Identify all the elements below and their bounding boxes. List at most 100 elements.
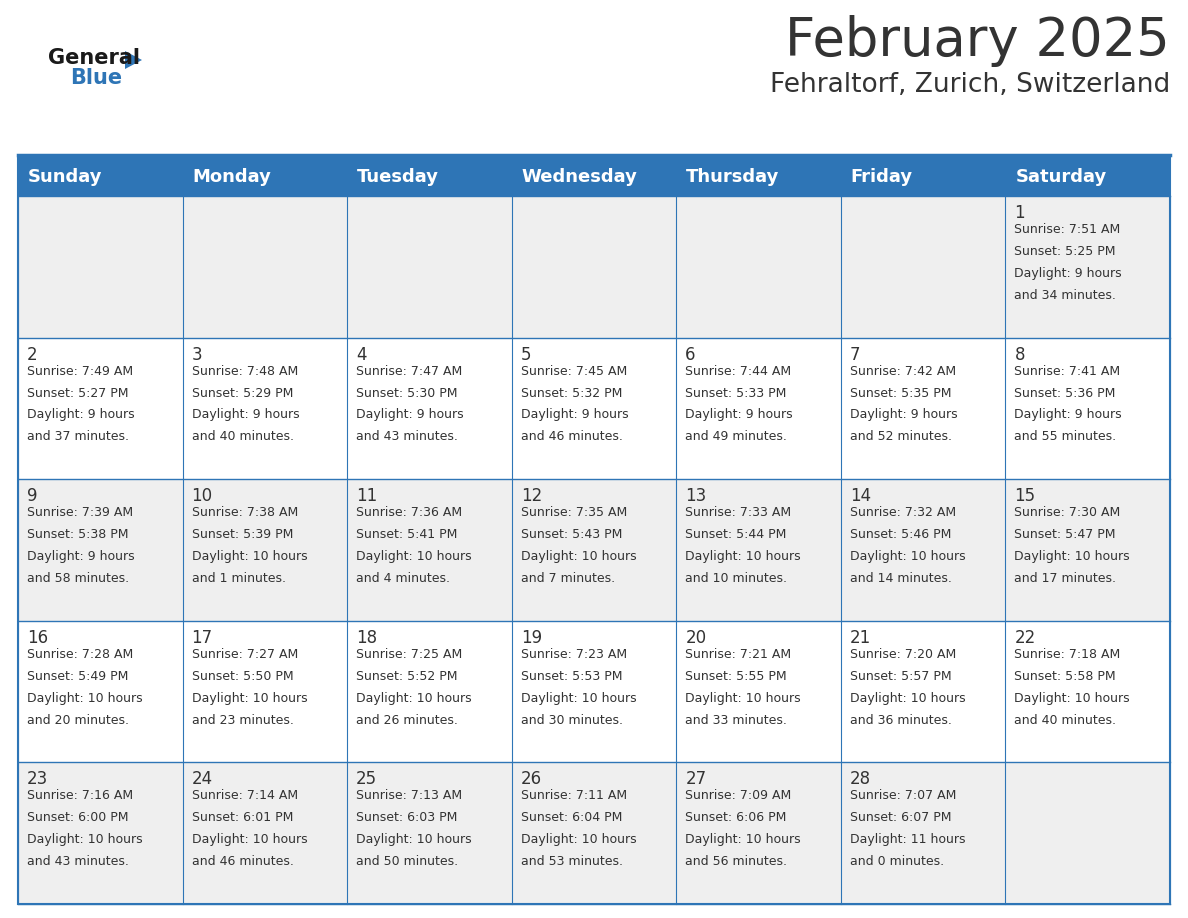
Text: and 50 minutes.: and 50 minutes. — [356, 856, 459, 868]
Text: Sunrise: 7:39 AM: Sunrise: 7:39 AM — [27, 506, 133, 520]
Text: Sunrise: 7:07 AM: Sunrise: 7:07 AM — [849, 789, 956, 802]
Bar — [841, 196, 1005, 338]
Bar — [183, 196, 347, 338]
Text: Sunset: 5:30 PM: Sunset: 5:30 PM — [356, 386, 457, 399]
Bar — [841, 763, 1005, 904]
Text: Sunset: 5:57 PM: Sunset: 5:57 PM — [849, 670, 952, 683]
Text: 10: 10 — [191, 487, 213, 505]
Text: Daylight: 10 hours: Daylight: 10 hours — [520, 550, 637, 563]
Text: and 43 minutes.: and 43 minutes. — [356, 431, 459, 443]
Text: Sunrise: 7:48 AM: Sunrise: 7:48 AM — [191, 364, 298, 377]
Bar — [841, 338, 1005, 479]
Bar — [1005, 196, 1170, 338]
Text: 12: 12 — [520, 487, 542, 505]
Text: Daylight: 10 hours: Daylight: 10 hours — [191, 691, 308, 705]
Bar — [347, 158, 512, 196]
Bar — [347, 479, 512, 621]
Text: Sunset: 5:53 PM: Sunset: 5:53 PM — [520, 670, 623, 683]
Text: and 43 minutes.: and 43 minutes. — [27, 856, 128, 868]
Text: and 40 minutes.: and 40 minutes. — [191, 431, 293, 443]
Text: and 10 minutes.: and 10 minutes. — [685, 572, 788, 585]
Text: Daylight: 10 hours: Daylight: 10 hours — [191, 550, 308, 563]
Text: Sunset: 6:03 PM: Sunset: 6:03 PM — [356, 812, 457, 824]
Text: Sunrise: 7:33 AM: Sunrise: 7:33 AM — [685, 506, 791, 520]
Bar — [512, 158, 676, 196]
Text: and 49 minutes.: and 49 minutes. — [685, 431, 788, 443]
Text: 14: 14 — [849, 487, 871, 505]
Text: 8: 8 — [1015, 345, 1025, 364]
Text: 16: 16 — [27, 629, 49, 647]
Text: Sunrise: 7:25 AM: Sunrise: 7:25 AM — [356, 648, 462, 661]
Text: Sunset: 5:33 PM: Sunset: 5:33 PM — [685, 386, 786, 399]
Text: and 55 minutes.: and 55 minutes. — [1015, 431, 1117, 443]
Text: Daylight: 10 hours: Daylight: 10 hours — [356, 691, 472, 705]
Bar — [512, 196, 676, 338]
Text: Daylight: 11 hours: Daylight: 11 hours — [849, 834, 966, 846]
Bar — [676, 479, 841, 621]
Text: Sunrise: 7:45 AM: Sunrise: 7:45 AM — [520, 364, 627, 377]
Text: Daylight: 10 hours: Daylight: 10 hours — [685, 550, 801, 563]
Text: Daylight: 10 hours: Daylight: 10 hours — [849, 550, 966, 563]
Text: Daylight: 10 hours: Daylight: 10 hours — [685, 691, 801, 705]
Text: Sunrise: 7:27 AM: Sunrise: 7:27 AM — [191, 648, 298, 661]
Text: Sunset: 6:04 PM: Sunset: 6:04 PM — [520, 812, 623, 824]
Text: and 23 minutes.: and 23 minutes. — [191, 713, 293, 727]
Text: Sunset: 5:41 PM: Sunset: 5:41 PM — [356, 528, 457, 541]
Text: Sunset: 5:35 PM: Sunset: 5:35 PM — [849, 386, 952, 399]
Bar — [18, 763, 183, 904]
Text: Daylight: 9 hours: Daylight: 9 hours — [1015, 409, 1121, 421]
Text: 18: 18 — [356, 629, 378, 647]
Bar — [347, 196, 512, 338]
Text: General: General — [48, 48, 140, 68]
Bar — [183, 479, 347, 621]
Text: Sunrise: 7:28 AM: Sunrise: 7:28 AM — [27, 648, 133, 661]
Text: Daylight: 10 hours: Daylight: 10 hours — [27, 834, 143, 846]
Text: 9: 9 — [27, 487, 38, 505]
Text: and 52 minutes.: and 52 minutes. — [849, 431, 952, 443]
Text: Blue: Blue — [70, 68, 122, 88]
Text: and 30 minutes.: and 30 minutes. — [520, 713, 623, 727]
Text: and 0 minutes.: and 0 minutes. — [849, 856, 944, 868]
Bar — [183, 338, 347, 479]
Text: 15: 15 — [1015, 487, 1036, 505]
Text: Sunset: 5:46 PM: Sunset: 5:46 PM — [849, 528, 952, 541]
Text: Daylight: 9 hours: Daylight: 9 hours — [191, 409, 299, 421]
Text: and 1 minutes.: and 1 minutes. — [191, 572, 285, 585]
Bar — [1005, 158, 1170, 196]
Text: and 17 minutes.: and 17 minutes. — [1015, 572, 1117, 585]
Text: and 26 minutes.: and 26 minutes. — [356, 713, 459, 727]
Text: Sunday: Sunday — [29, 168, 102, 186]
Text: 7: 7 — [849, 345, 860, 364]
Bar — [512, 479, 676, 621]
Text: Sunset: 5:27 PM: Sunset: 5:27 PM — [27, 386, 128, 399]
Text: Sunset: 5:32 PM: Sunset: 5:32 PM — [520, 386, 623, 399]
Text: 13: 13 — [685, 487, 707, 505]
Bar — [676, 763, 841, 904]
Text: Sunset: 5:50 PM: Sunset: 5:50 PM — [191, 670, 293, 683]
Text: and 46 minutes.: and 46 minutes. — [520, 431, 623, 443]
Text: Daylight: 9 hours: Daylight: 9 hours — [27, 409, 134, 421]
Text: 4: 4 — [356, 345, 367, 364]
Text: Sunrise: 7:13 AM: Sunrise: 7:13 AM — [356, 789, 462, 802]
Text: Daylight: 10 hours: Daylight: 10 hours — [356, 834, 472, 846]
Text: Sunset: 5:49 PM: Sunset: 5:49 PM — [27, 670, 128, 683]
Text: Sunset: 5:38 PM: Sunset: 5:38 PM — [27, 528, 128, 541]
Text: Daylight: 9 hours: Daylight: 9 hours — [356, 409, 463, 421]
Text: Sunrise: 7:32 AM: Sunrise: 7:32 AM — [849, 506, 956, 520]
Text: Sunset: 6:06 PM: Sunset: 6:06 PM — [685, 812, 786, 824]
Bar — [512, 621, 676, 763]
Text: Sunset: 5:39 PM: Sunset: 5:39 PM — [191, 528, 293, 541]
Text: and 40 minutes.: and 40 minutes. — [1015, 713, 1117, 727]
Text: and 36 minutes.: and 36 minutes. — [849, 713, 952, 727]
Bar — [18, 479, 183, 621]
Text: Thursday: Thursday — [687, 168, 779, 186]
Text: 11: 11 — [356, 487, 378, 505]
Text: 20: 20 — [685, 629, 707, 647]
Text: 1: 1 — [1015, 204, 1025, 222]
Text: and 7 minutes.: and 7 minutes. — [520, 572, 615, 585]
Text: Saturday: Saturday — [1016, 168, 1107, 186]
Bar — [1005, 479, 1170, 621]
Text: 17: 17 — [191, 629, 213, 647]
Text: Daylight: 10 hours: Daylight: 10 hours — [356, 550, 472, 563]
Text: Sunrise: 7:18 AM: Sunrise: 7:18 AM — [1015, 648, 1120, 661]
